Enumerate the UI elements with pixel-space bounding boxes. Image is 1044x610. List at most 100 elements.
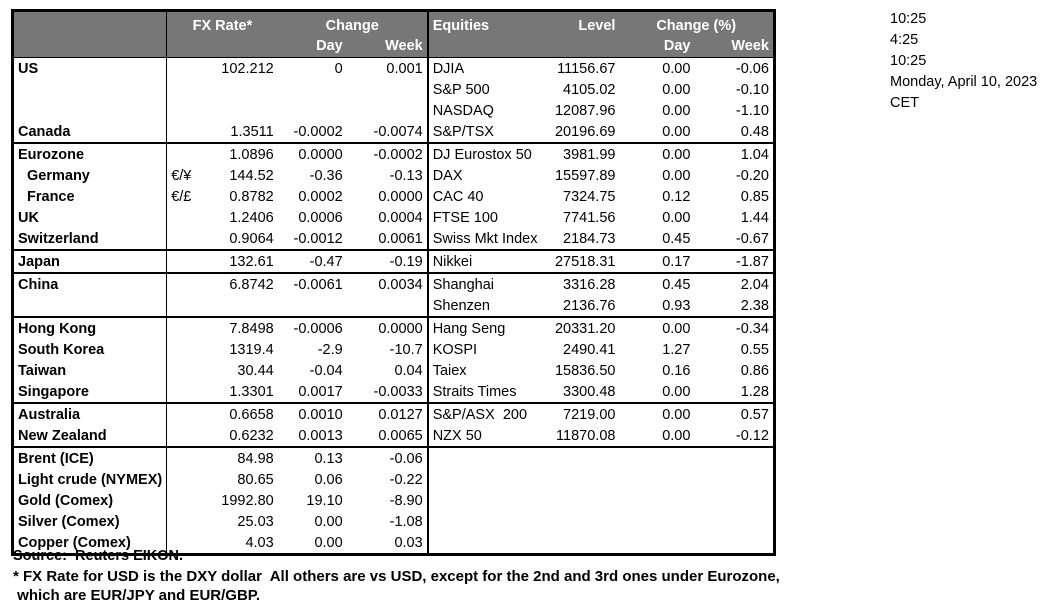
equity-change-week-cell: -1.10 bbox=[735, 102, 769, 119]
equity-name-cell: Hang Seng bbox=[426, 316, 542, 339]
fx-rate-cell: 84.98 bbox=[200, 446, 278, 469]
fx-change-day-cell: -0.0006 bbox=[277, 316, 347, 339]
equities-level-header-spacer bbox=[541, 36, 620, 58]
fx-pair-cell bbox=[166, 446, 201, 469]
time-local: 10:25 bbox=[890, 11, 927, 27]
fx-rate-cell: 7.8498 bbox=[200, 316, 278, 339]
fx-change-day-cell: 0.00 bbox=[314, 534, 343, 551]
equity-change-day-cell: 0.00 bbox=[662, 427, 691, 444]
equity-level-cell: 3300.48 bbox=[563, 383, 616, 400]
fx-rate-header: FX Rate* bbox=[166, 10, 278, 36]
fx-change-day-cell bbox=[278, 100, 347, 121]
equity-change-week-cell: -0.20 bbox=[735, 167, 769, 184]
fx-rate-cell: 132.61 bbox=[200, 249, 278, 273]
equity-name-cell: FTSE 100 bbox=[426, 207, 542, 228]
equity-change-week-cell: -0.10 bbox=[735, 81, 769, 98]
equity-name-cell: NASDAQ bbox=[426, 100, 542, 121]
table-row: South Korea 1319.4 -2.9 -10.7 KOSPI 2490.41 1.… bbox=[13, 339, 775, 360]
fx-pair-cell: €/£ bbox=[166, 186, 201, 207]
fx-change-day-cell: 0.0013 bbox=[298, 427, 343, 444]
fx-country-cell: Taiwan bbox=[18, 362, 67, 379]
equity-name-cell: S&P 500 bbox=[426, 79, 542, 100]
table-row: UK 1.2406 0.0006 0.0004 FTSE 100 7741.56 0.00 1… bbox=[13, 207, 775, 228]
equity-name-cell: NZX 50 bbox=[426, 425, 542, 447]
fx-rate-cell: 0.6232 bbox=[229, 427, 274, 444]
fx-country-cell: Brent (ICE) bbox=[12, 446, 167, 469]
equity-change-day-cell: 0.93 bbox=[662, 297, 691, 314]
equity-change-day-cell: 0.00 bbox=[662, 60, 691, 77]
fx-change-day-cell: 0.0010 bbox=[277, 402, 347, 425]
equity-name-cell bbox=[426, 532, 542, 555]
equity-change-day-cell: 0.17 bbox=[619, 249, 695, 273]
fx-change-week-cell: -0.19 bbox=[346, 249, 428, 273]
fx-rate-header-spacer bbox=[200, 36, 278, 58]
fx-country-cell bbox=[13, 79, 167, 100]
equity-change-day-cell: 0.00 bbox=[662, 102, 691, 119]
fx-rate-cell: 6.8742 bbox=[200, 272, 278, 295]
fx-rate-cell: 4.03 bbox=[245, 534, 274, 551]
fx-change-week-cell: 0.0065 bbox=[378, 427, 423, 444]
table-row: NASDAQ 12087.96 0.00 -1.10 bbox=[13, 100, 775, 121]
equity-name-cell bbox=[426, 511, 542, 532]
fx-change-week-cell: 0.001 bbox=[386, 60, 423, 77]
clock-block: 10:25 4:25 10:25 Monday, April 10, 2023 … bbox=[890, 9, 1037, 114]
fx-rate-cell: 1.0896 bbox=[200, 142, 278, 165]
fx-country-cell: Hong Kong bbox=[12, 316, 167, 339]
equities-header: Equities bbox=[426, 10, 542, 36]
fx-week-header: Week bbox=[346, 36, 428, 58]
fx-country-cell: France bbox=[27, 188, 75, 205]
fx-change-day-cell bbox=[278, 79, 347, 100]
table-row: Light crude (NYMEX) 80.65 0.06 -0.22 bbox=[13, 469, 775, 490]
table-row: Hong Kong 7.8498 -0.0006 0.0000 Hang Seng 203… bbox=[12, 316, 775, 339]
fx-change-week-cell: -0.0033 bbox=[373, 383, 423, 400]
fx-pair-cell bbox=[166, 79, 201, 100]
fx-rate-cell: 144.52 bbox=[229, 167, 274, 184]
fx-change-week-cell: 0.03 bbox=[394, 534, 423, 551]
fx-pair-cell bbox=[166, 490, 201, 511]
fx-rate-cell: 0.8782 bbox=[229, 188, 274, 205]
fx-footnote-line-1: * FX Rate for USD is the DXY dollar All … bbox=[13, 568, 780, 585]
fx-change-week-cell: 0.0034 bbox=[346, 272, 428, 295]
fx-change-day-cell: 0.0000 bbox=[277, 142, 347, 165]
equity-change-day-cell: 0.00 bbox=[662, 81, 691, 98]
fx-change-day-cell: -0.04 bbox=[309, 362, 343, 379]
table-row: Japan 132.61 -0.47 -0.19 Nikkei 27518.31 0.17-… bbox=[12, 249, 775, 273]
table-row: Canada 1.3511 -0.0002 -0.0074 S&P/TSX 20196.6… bbox=[13, 121, 775, 143]
equity-change-day-cell: 0.00 bbox=[662, 383, 691, 400]
current-date: Monday, April 10, 2023 bbox=[890, 74, 1038, 90]
equity-name-cell: CAC 40 bbox=[426, 186, 542, 207]
equity-change-day-cell bbox=[619, 532, 694, 555]
fx-change-week-cell: 0.04 bbox=[394, 362, 423, 379]
equity-change-week-cell: -0.67 bbox=[735, 230, 769, 247]
fx-country-cell: Gold (Comex) bbox=[18, 492, 114, 509]
equity-name-cell: DAX bbox=[426, 165, 542, 186]
fx-change-week-cell: -0.13 bbox=[389, 167, 423, 184]
equity-level-cell: 11870.08 bbox=[556, 427, 616, 444]
fx-country-cell: US bbox=[18, 60, 39, 77]
table-row: Silver (Comex) 25.03 0.00 -1.08 bbox=[13, 511, 775, 532]
fx-pair-cell bbox=[166, 469, 201, 490]
table-row: China 6.8742 -0.0061 0.0034 Shanghai 3316.28 0… bbox=[12, 272, 775, 295]
fx-change-day-cell bbox=[278, 295, 347, 317]
equities-name-header-spacer bbox=[426, 36, 542, 58]
fx-change-week-cell: -0.06 bbox=[346, 446, 428, 469]
fx-change-day-cell: 19.10 bbox=[306, 492, 343, 509]
fx-pair-cell bbox=[166, 142, 201, 165]
table-header: FX Rate* Change Equities Level Change (%… bbox=[12, 10, 775, 58]
equity-level-cell bbox=[541, 532, 619, 555]
fx-rate-cell: 80.65 bbox=[237, 471, 274, 488]
equity-change-day-cell bbox=[619, 490, 694, 511]
fx-rate-cell: 1.3511 bbox=[230, 123, 274, 140]
equity-name-cell bbox=[426, 490, 542, 511]
equity-change-week-cell: 0.48 bbox=[740, 123, 769, 140]
timezone-label: CET bbox=[890, 95, 919, 111]
fx-pair-cell bbox=[166, 207, 201, 228]
fx-rate-cell: 25.03 bbox=[237, 513, 274, 530]
fx-pair-cell bbox=[166, 121, 201, 143]
fx-country-cell: Australia bbox=[12, 402, 167, 425]
equity-change-day-cell: 0.00 bbox=[619, 142, 695, 165]
fx-change-week-cell: 0.0000 bbox=[346, 316, 428, 339]
equity-name-cell: Taiex bbox=[426, 360, 542, 381]
fx-country-cell: New Zealand bbox=[18, 427, 107, 444]
